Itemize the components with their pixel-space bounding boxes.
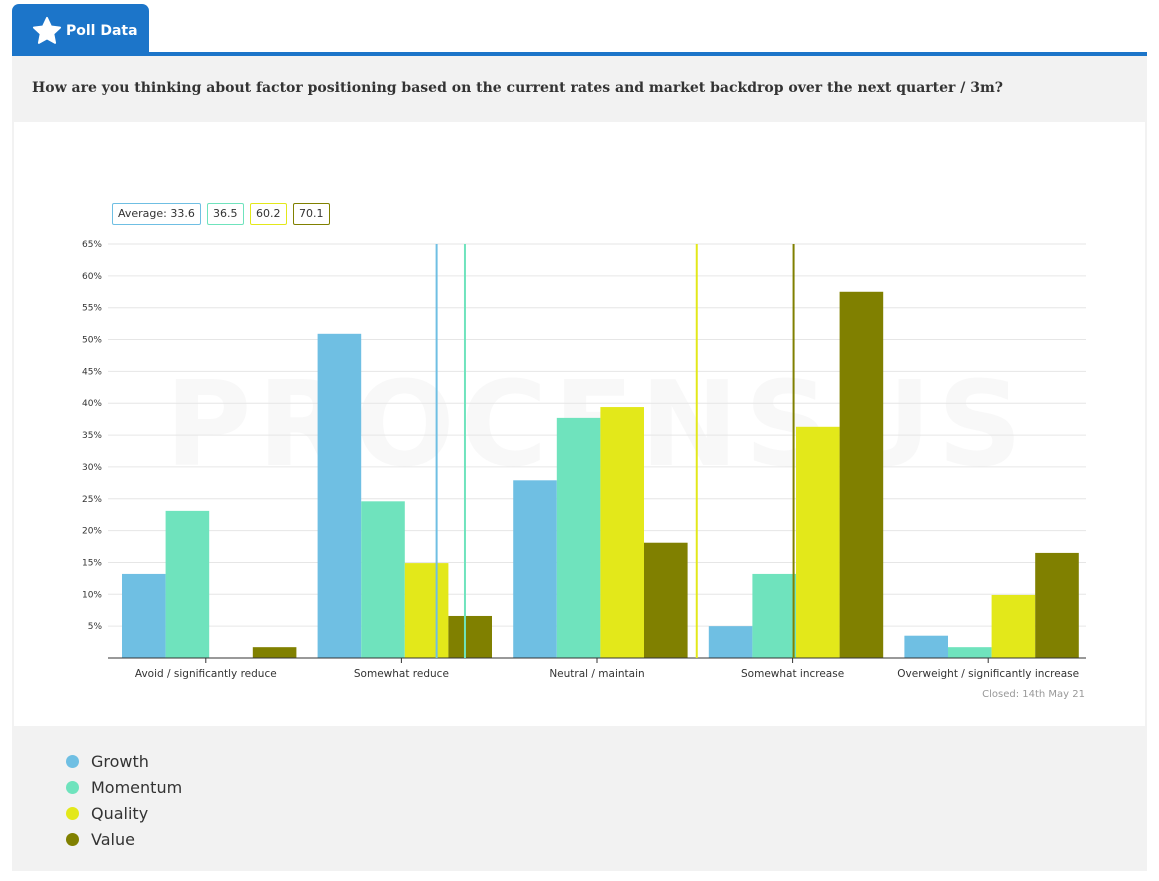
legend-dot-icon bbox=[66, 754, 79, 768]
average-badge-growth: Average: 33.6 bbox=[112, 203, 201, 225]
legend: Growth Momentum Quality Value bbox=[66, 748, 182, 852]
y-tick-label: 55% bbox=[82, 304, 102, 314]
bar-value bbox=[839, 291, 884, 658]
legend-label: Value bbox=[91, 829, 135, 849]
legend-label: Growth bbox=[91, 751, 149, 771]
y-tick-label: 30% bbox=[82, 463, 102, 473]
y-tick-label: 15% bbox=[82, 558, 102, 568]
y-tick-label: 10% bbox=[82, 590, 102, 600]
star-icon bbox=[32, 16, 62, 44]
x-tick-label: Neutral / maintain bbox=[549, 668, 644, 680]
bar-value bbox=[252, 647, 297, 658]
bar-quality bbox=[991, 594, 1036, 658]
y-tick-label: 40% bbox=[82, 399, 102, 409]
legend-dot-icon bbox=[66, 780, 79, 794]
legend-item-growth[interactable]: Growth bbox=[66, 748, 182, 774]
bar-growth bbox=[513, 480, 557, 658]
bar-value bbox=[1035, 552, 1079, 658]
y-tick-label: 65% bbox=[82, 240, 102, 250]
tab-label: Poll Data bbox=[66, 22, 138, 39]
bar-quality bbox=[404, 563, 449, 658]
bar-growth bbox=[904, 635, 948, 658]
y-tick-label: 20% bbox=[82, 527, 102, 537]
average-badge-quality: 60.2 bbox=[250, 203, 287, 225]
tab-underline bbox=[12, 52, 1147, 56]
legend-dot-icon bbox=[66, 832, 79, 846]
x-tick-label: Somewhat increase bbox=[741, 668, 844, 680]
bar-momentum bbox=[556, 417, 601, 658]
legend-dot-icon bbox=[66, 806, 79, 820]
bar-momentum bbox=[361, 501, 405, 658]
legend-label: Momentum bbox=[91, 777, 183, 797]
x-tick-label: Somewhat reduce bbox=[354, 668, 449, 680]
bar-value bbox=[448, 615, 492, 658]
average-badge-value: 70.1 bbox=[293, 203, 330, 225]
poll-data-tab[interactable]: Poll Data bbox=[12, 4, 149, 57]
bar-growth bbox=[708, 626, 753, 658]
y-tick-label: 45% bbox=[82, 367, 102, 377]
legend-item-quality[interactable]: Quality bbox=[66, 800, 182, 826]
average-badge-momentum: 36.5 bbox=[207, 203, 244, 225]
poll-question: How are you thinking about factor positi… bbox=[32, 80, 1004, 96]
y-tick-label: 25% bbox=[82, 495, 102, 505]
legend-label: Quality bbox=[91, 803, 149, 823]
bar-growth bbox=[317, 333, 362, 658]
bar-quality bbox=[600, 407, 644, 658]
y-tick-label: 5% bbox=[88, 622, 103, 632]
bar-momentum bbox=[165, 510, 210, 658]
y-tick-label: 35% bbox=[82, 431, 102, 441]
x-tick-label: Avoid / significantly reduce bbox=[135, 668, 277, 680]
y-tick-label: 60% bbox=[82, 272, 102, 282]
legend-item-momentum[interactable]: Momentum bbox=[66, 774, 182, 800]
bar-quality bbox=[796, 426, 840, 658]
x-tick-label: Overweight / significantly increase bbox=[897, 668, 1079, 680]
bar-momentum bbox=[948, 647, 992, 658]
bar-momentum bbox=[752, 573, 796, 658]
closed-date: Closed: 14th May 21 bbox=[982, 689, 1085, 700]
bar-value bbox=[644, 542, 688, 658]
legend-item-value[interactable]: Value bbox=[66, 826, 182, 852]
bar-growth bbox=[122, 573, 166, 658]
y-tick-label: 50% bbox=[82, 336, 102, 346]
